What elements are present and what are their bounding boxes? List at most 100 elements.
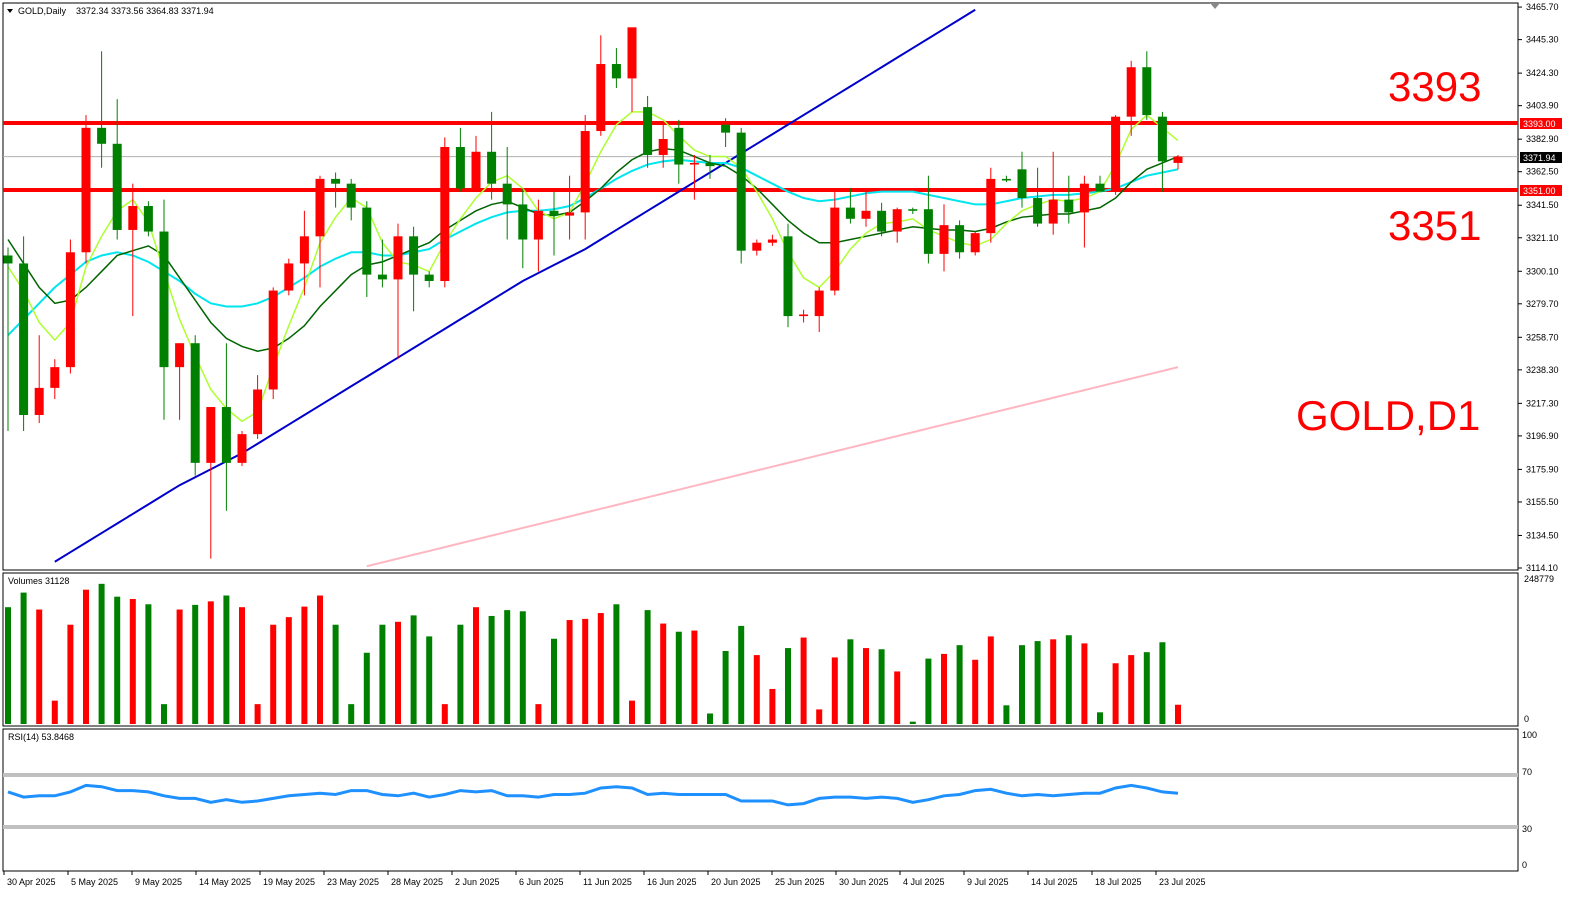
candle-body[interactable]	[346, 183, 356, 208]
candle-body[interactable]	[1142, 67, 1152, 116]
volume-bar	[847, 639, 854, 724]
candle-body[interactable]	[331, 178, 341, 184]
volume-bar	[551, 638, 557, 724]
date-tick-label: 16 Jun 2025	[647, 877, 697, 887]
candle-body[interactable]	[221, 407, 231, 463]
candle-body[interactable]	[424, 274, 434, 281]
candle-body[interactable]	[955, 225, 965, 253]
candle-body[interactable]	[1095, 183, 1105, 192]
candle-body[interactable]	[190, 343, 200, 463]
candle-body[interactable]	[362, 207, 372, 275]
date-tick-label: 14 May 2025	[199, 877, 251, 887]
candle-body[interactable]	[19, 263, 29, 416]
candle-body[interactable]	[658, 139, 668, 155]
candle-body[interactable]	[845, 207, 855, 219]
date-tick-label: 30 Apr 2025	[7, 877, 56, 887]
candle-body[interactable]	[253, 389, 263, 435]
candle-body[interactable]	[861, 210, 871, 219]
candle-body[interactable]	[611, 64, 621, 79]
volume-bar	[629, 700, 635, 724]
candle-body[interactable]	[627, 27, 637, 79]
price-tick-label: 3465.70	[1526, 2, 1559, 12]
candle-body[interactable]	[128, 206, 138, 230]
candle-body[interactable]	[518, 204, 528, 240]
volume-bar	[613, 604, 620, 724]
candle-body[interactable]	[721, 124, 731, 133]
candle-body[interactable]	[799, 314, 809, 317]
candle-body[interactable]	[549, 210, 559, 216]
candle-body[interactable]	[1079, 183, 1089, 213]
candle-body[interactable]	[1111, 116, 1121, 192]
candle-body[interactable]	[65, 252, 75, 368]
candle-body[interactable]	[1157, 116, 1167, 162]
candle-body[interactable]	[377, 274, 387, 280]
candle-body[interactable]	[471, 151, 481, 189]
volume-bar	[51, 700, 58, 724]
candle-body[interactable]	[206, 407, 216, 463]
candle-body[interactable]	[143, 206, 153, 232]
candle-body[interactable]	[440, 146, 450, 281]
candle-body[interactable]	[970, 233, 980, 253]
candle-body[interactable]	[315, 178, 325, 237]
candle-body[interactable]	[877, 210, 887, 232]
candle-body[interactable]	[284, 263, 294, 291]
candle-body[interactable]	[50, 367, 60, 388]
candle-body[interactable]	[159, 231, 169, 368]
volume-bar	[270, 624, 277, 724]
price-tick-label: 3279.70	[1526, 299, 1559, 309]
candle-body[interactable]	[830, 207, 840, 291]
candle-body[interactable]	[81, 127, 91, 253]
candle-body[interactable]	[643, 107, 653, 155]
candle-body[interactable]	[1173, 156, 1183, 163]
candle-body[interactable]	[1126, 67, 1136, 117]
candle-body[interactable]	[487, 151, 497, 184]
candle-body[interactable]	[939, 225, 949, 254]
candle-body[interactable]	[689, 162, 699, 165]
candle-body[interactable]	[3, 255, 13, 264]
candle-body[interactable]	[112, 143, 122, 230]
candle-body[interactable]	[1064, 199, 1074, 213]
candle-body[interactable]	[908, 209, 918, 211]
candle-body[interactable]	[767, 239, 777, 243]
candle-body[interactable]	[97, 127, 107, 144]
candle-body[interactable]	[674, 127, 684, 165]
candle-body[interactable]	[580, 131, 590, 213]
candle-body[interactable]	[533, 210, 543, 240]
candle-body[interactable]	[393, 236, 403, 280]
candle-body[interactable]	[175, 343, 185, 368]
volume-bar	[707, 713, 713, 724]
volume-bar	[1097, 712, 1103, 724]
volume-bar	[863, 648, 869, 724]
candle-body[interactable]	[299, 236, 309, 264]
volume-bar	[800, 637, 807, 724]
candle-body[interactable]	[752, 242, 762, 251]
candle-body[interactable]	[814, 290, 824, 317]
candle-body[interactable]	[923, 209, 933, 254]
price-tick-label: 3321.10	[1526, 233, 1559, 243]
shift-marker-icon[interactable]	[1210, 3, 1220, 9]
candle-body[interactable]	[237, 434, 247, 463]
candle-body[interactable]	[565, 212, 575, 216]
candle-body[interactable]	[986, 178, 996, 234]
candle-body[interactable]	[1033, 198, 1043, 224]
annotation-symbol: GOLD,D1	[1296, 392, 1480, 439]
candle-body[interactable]	[409, 236, 419, 275]
volume-bar	[878, 649, 885, 724]
candle-body[interactable]	[1017, 169, 1027, 199]
collapse-arrow-icon[interactable]	[7, 9, 13, 13]
candle-body[interactable]	[892, 209, 902, 232]
candle-body[interactable]	[34, 387, 44, 416]
candle-body[interactable]	[1001, 178, 1011, 181]
candle-body[interactable]	[705, 162, 715, 167]
volume-bar	[675, 631, 682, 724]
candle-body[interactable]	[783, 236, 793, 317]
candle-body[interactable]	[596, 64, 606, 132]
candle-body[interactable]	[736, 132, 746, 251]
candle-body[interactable]	[502, 183, 512, 205]
volume-zero-label: 0	[1524, 714, 1529, 724]
candle-body[interactable]	[1048, 199, 1058, 224]
candle-body[interactable]	[455, 146, 465, 189]
rsi-label: RSI(14) 53.8468	[8, 732, 74, 742]
candle-body[interactable]	[268, 290, 278, 390]
